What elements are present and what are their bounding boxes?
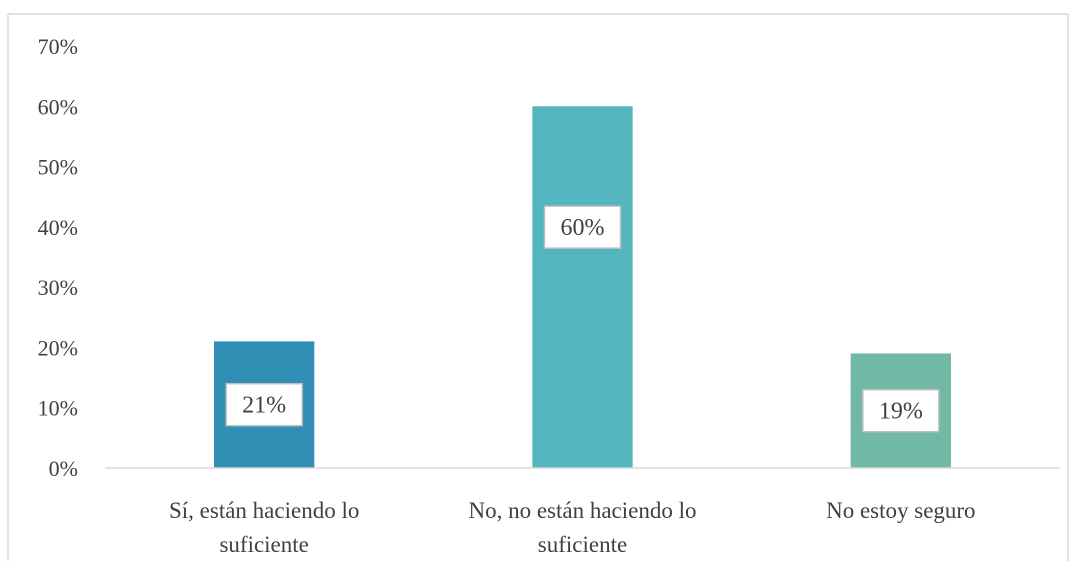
y-tick-label: 60% xyxy=(38,94,78,119)
data-label: 60% xyxy=(543,205,622,249)
y-tick-label: 0% xyxy=(49,456,78,481)
x-axis-labels: Sí, están haciendo lo suficiente No, no es… xyxy=(169,498,976,557)
data-label-box xyxy=(225,382,303,427)
bars xyxy=(214,106,951,469)
x-category-label: suficiente xyxy=(219,532,308,557)
y-tick-label: 70% xyxy=(38,34,78,59)
y-tick-label: 20% xyxy=(38,335,78,360)
y-axis-ticks: 0% 10% 20% 30% 40% 50% 60% 70% xyxy=(38,34,78,481)
y-tick-label: 10% xyxy=(38,396,78,421)
x-category-label: No, no están haciendo lo xyxy=(468,498,696,523)
x-category-label: Sí, están haciendo lo xyxy=(169,498,359,523)
y-tick-label: 30% xyxy=(38,275,78,300)
y-tick-label: 50% xyxy=(38,155,78,180)
data-label-text: 21% xyxy=(242,393,286,419)
data-label-text: 60% xyxy=(561,215,605,241)
data-label-box xyxy=(543,205,622,249)
data-label-box xyxy=(862,388,940,433)
data-labels: 21% 60% 19% xyxy=(225,205,940,433)
y-tick-label: 40% xyxy=(38,215,78,240)
data-label-text: 19% xyxy=(879,399,923,425)
data-label: 19% xyxy=(862,388,940,433)
data-label: 21% xyxy=(225,382,303,427)
bar xyxy=(532,106,633,469)
x-category-label: suficiente xyxy=(538,532,627,557)
x-category-label: No estoy seguro xyxy=(826,498,975,523)
